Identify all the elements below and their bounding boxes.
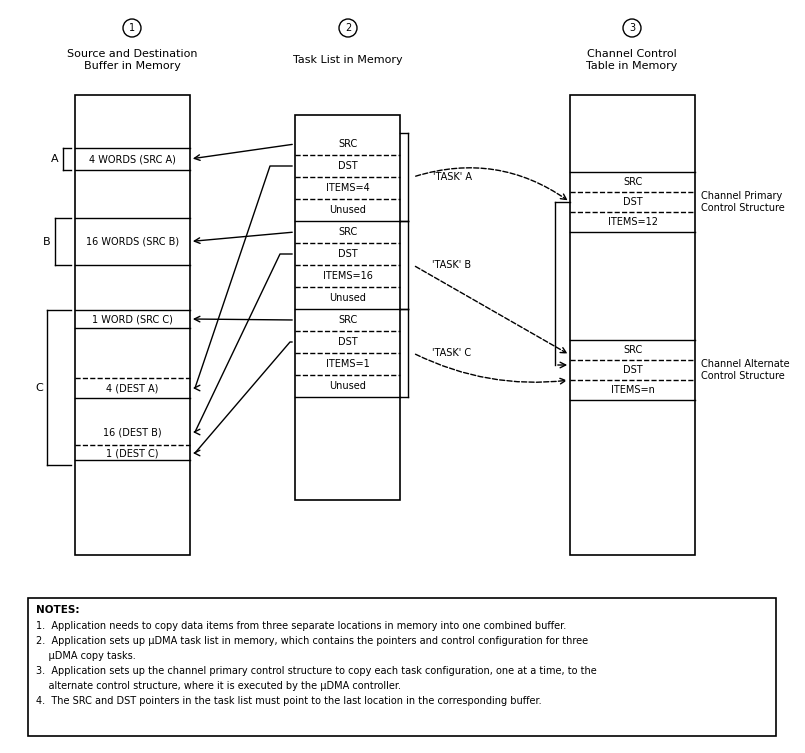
Text: Unused: Unused [329,381,366,391]
Text: SRC: SRC [338,139,357,149]
Text: A: A [52,154,59,164]
Bar [295,115,400,500]
Text: SRC: SRC [623,345,642,355]
Text: DST: DST [623,197,642,207]
Text: Unused: Unused [329,293,366,303]
Text: 1.  Application needs to copy data items from three separate locations in memory: 1. Application needs to copy data items … [36,621,566,631]
Text: SRC: SRC [338,315,357,325]
Text: DST: DST [337,337,357,347]
Bar [75,95,190,555]
Text: ITEMS=12: ITEMS=12 [608,217,658,227]
Text: DST: DST [337,161,357,171]
Text: 'TASK' C: 'TASK' C [432,348,472,358]
Text: 4 WORDS (SRC A): 4 WORDS (SRC A) [89,154,176,164]
Text: SRC: SRC [338,227,357,237]
Text: 4.  The SRC and DST pointers in the task list must point to the last location in: 4. The SRC and DST pointers in the task … [36,696,542,706]
Text: B: B [43,236,51,246]
Text: 1 WORD (SRC C): 1 WORD (SRC C) [92,314,173,324]
Text: 16 (DEST B): 16 (DEST B) [103,427,162,437]
Text: 2: 2 [345,23,351,33]
Text: 16 WORDS (SRC B): 16 WORDS (SRC B) [86,236,179,246]
Text: C: C [35,383,43,392]
Text: 3.  Application sets up the channel primary control structure to copy each task : 3. Application sets up the channel prima… [36,666,597,676]
Text: alternate control structure, where it is executed by the μDMA controller.: alternate control structure, where it is… [36,681,401,691]
Text: Unused: Unused [329,205,366,215]
Text: 1: 1 [129,23,135,33]
Text: DST: DST [337,249,357,259]
Bar [28,598,776,736]
Text: Task List in Memory: Task List in Memory [293,55,402,65]
Text: DST: DST [623,365,642,375]
Text: 4 (DEST A): 4 (DEST A) [106,383,159,393]
Text: 'TASK' B: 'TASK' B [432,260,472,270]
Text: ITEMS=n: ITEMS=n [610,385,654,395]
Bar [570,95,695,555]
Text: Channel Control
Table in Memory: Channel Control Table in Memory [586,49,678,71]
Text: ITEMS=4: ITEMS=4 [326,183,369,193]
Text: 2.  Application sets up μDMA task list in memory, which contains the pointers an: 2. Application sets up μDMA task list in… [36,636,588,646]
Text: 'TASK' A: 'TASK' A [432,172,472,182]
Text: Source and Destination
Buffer in Memory: Source and Destination Buffer in Memory [67,49,197,71]
Text: μDMA copy tasks.: μDMA copy tasks. [36,651,136,661]
Text: 1 (DEST C): 1 (DEST C) [106,448,159,458]
Text: 3: 3 [629,23,635,33]
Text: SRC: SRC [623,177,642,187]
Text: ITEMS=16: ITEMS=16 [323,271,373,281]
Text: Channel Primary
Control Structure: Channel Primary Control Structure [701,191,785,213]
Text: Channel Alternate
Control Structure: Channel Alternate Control Structure [701,359,790,381]
Text: ITEMS=1: ITEMS=1 [326,359,369,369]
Text: NOTES:: NOTES: [36,605,80,615]
